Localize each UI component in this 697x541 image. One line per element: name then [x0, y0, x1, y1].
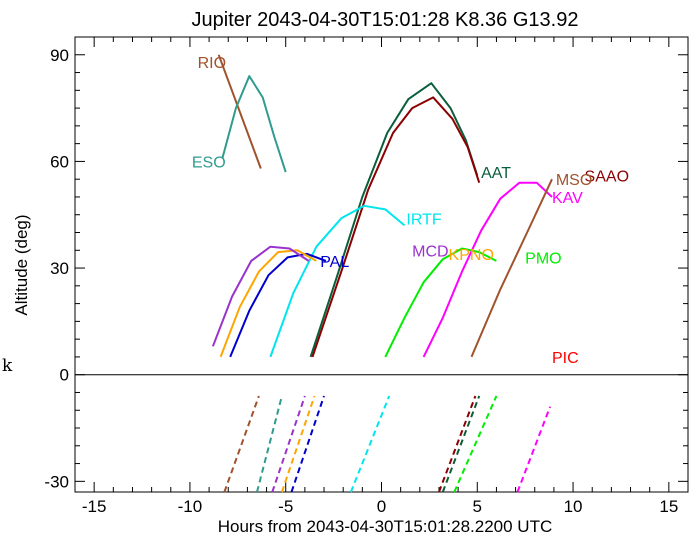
station-label-mcd: MCD: [412, 243, 448, 260]
series-layer: [211, 54, 553, 493]
series-line-eso: [221, 75, 287, 173]
x-tick-label: -15: [82, 497, 107, 516]
x-tick-label: -10: [178, 497, 203, 516]
series-line-kav: [422, 181, 553, 358]
series-below-horizon-kav: [516, 406, 552, 493]
station-label-irtf: IRTF: [406, 211, 441, 228]
station-label-kpno: KPNO: [449, 247, 494, 264]
station-label-eso: ESO: [192, 154, 226, 171]
plot-axes: -15 -10 -5 0 5 10 15 -30 0 30 60 90: [44, 36, 689, 516]
station-label-rio: RIO: [198, 55, 226, 72]
series-below-horizon-pmo: [453, 395, 498, 493]
series-line-kpno: [219, 249, 317, 358]
series-line-mcd: [211, 245, 310, 347]
y-axis-title: Altitude (deg): [12, 214, 31, 315]
x-tick-label: 10: [564, 497, 583, 516]
x-tick-label: 15: [659, 497, 678, 516]
station-label-pic: PIC: [552, 350, 579, 367]
series-below-horizon-irtf: [349, 395, 391, 493]
station-label-saao: SAAO: [585, 169, 629, 186]
station-label-kav: KAV: [552, 190, 583, 207]
station-label-mso: MSO: [556, 172, 592, 189]
chart-title: Jupiter 2043-04-30T15:01:28 K8.36 G13.92: [192, 9, 579, 31]
x-axis-title: Hours from 2043-04-30T15:01:28.2200 UTC: [218, 517, 553, 536]
x-tick-label: -5: [278, 497, 293, 516]
x-tick-label: 0: [377, 497, 386, 516]
station-label-pmo: PMO: [525, 250, 561, 267]
series-line-pmo: [384, 247, 497, 358]
series-below-horizon-aat: [441, 395, 481, 493]
series-below-horizon-mcd: [271, 395, 306, 493]
series-line-rio: [217, 54, 262, 169]
y-tick-label: 60: [50, 152, 69, 171]
x-tick-label: 5: [473, 497, 482, 516]
series-below-horizon-rio: [223, 395, 260, 493]
series-line-irtf: [269, 204, 406, 358]
series-below-horizon-eso: [256, 395, 283, 493]
station-label-pal: PAL: [320, 254, 349, 271]
series-line-saao: [311, 96, 481, 358]
series-below-horizon-kpno: [280, 395, 316, 493]
y-tick-label: 0: [60, 366, 69, 385]
series-line-aat: [309, 82, 479, 358]
plot-frame: [74, 36, 689, 493]
series-below-horizon-pal: [290, 395, 325, 493]
y-tick-label: 90: [50, 46, 69, 65]
y-tick-label: 30: [50, 259, 69, 278]
y-tick-label: -30: [44, 472, 69, 491]
side-annotation: k: [2, 356, 13, 376]
series-line-mso: [470, 178, 553, 358]
station-label-aat: AAT: [481, 165, 511, 182]
series-line-pal: [229, 252, 327, 358]
series-below-horizon-saao: [438, 395, 477, 493]
